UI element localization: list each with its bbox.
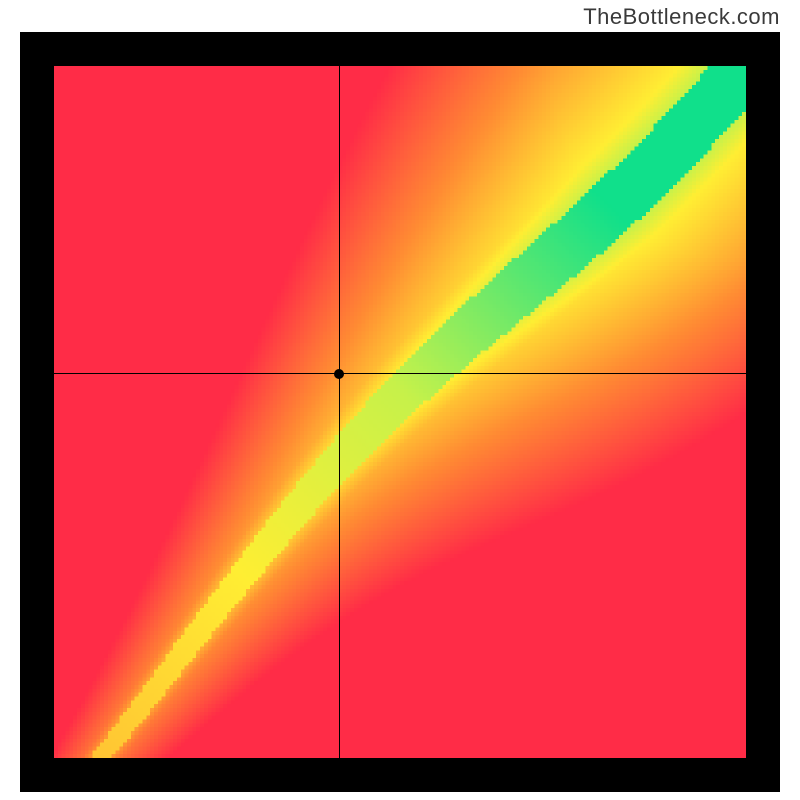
plot-border-right	[746, 32, 780, 792]
chart-container: { "watermark": "TheBottleneck.com", "lay…	[0, 0, 800, 800]
crosshair-marker	[334, 369, 344, 379]
heatmap-canvas	[54, 66, 746, 758]
plot-border-left	[20, 32, 54, 792]
watermark-text: TheBottleneck.com	[583, 4, 780, 30]
crosshair-horizontal	[54, 373, 746, 374]
plot-border-top	[20, 32, 780, 66]
plot-border-bottom	[20, 758, 780, 792]
crosshair-vertical	[339, 66, 340, 758]
heatmap-canvas-wrap	[54, 66, 746, 758]
